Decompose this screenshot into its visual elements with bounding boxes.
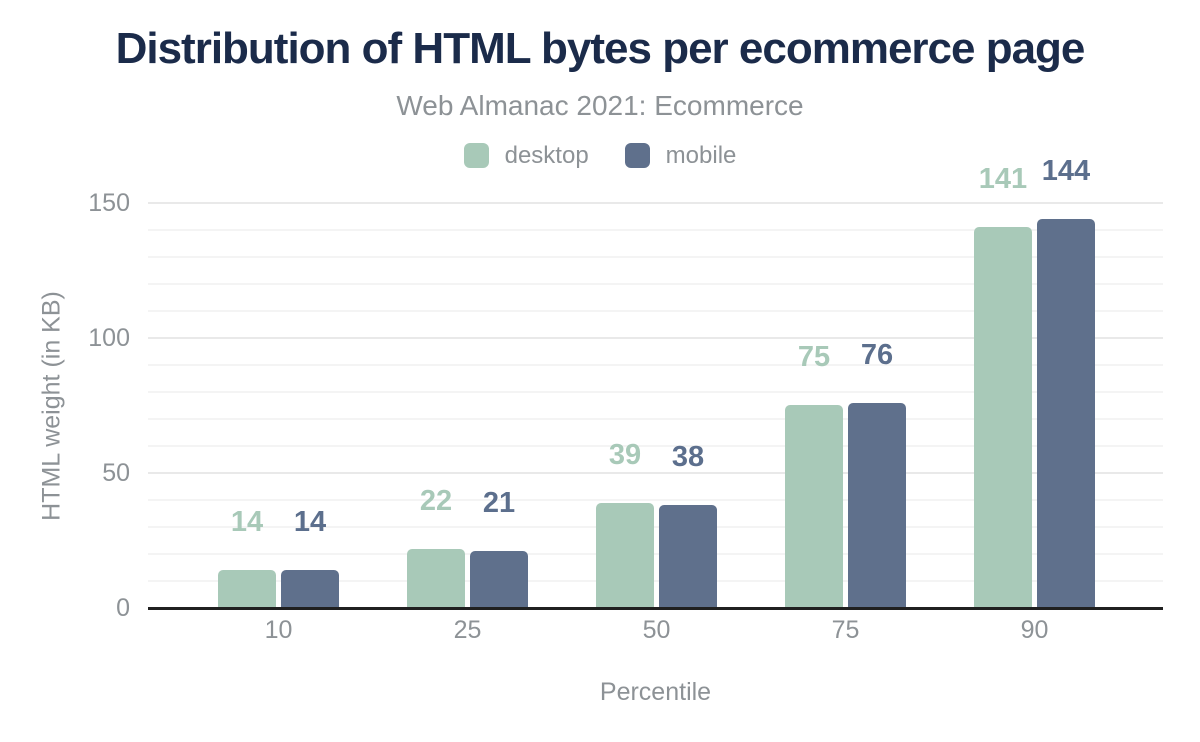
- legend-item-mobile[interactable]: mobile: [624, 142, 737, 169]
- gridline: [148, 580, 1163, 582]
- bar-label-desktop-p75: 75: [797, 341, 831, 373]
- gridline: [148, 445, 1163, 447]
- gridline: [148, 310, 1163, 312]
- gridline: [148, 391, 1163, 393]
- bar-group-p50: 39 38: [596, 203, 717, 608]
- gridline: [148, 418, 1163, 420]
- bar-desktop-p50: 39: [596, 440, 654, 608]
- x-tick-75: 75: [831, 616, 860, 644]
- chart-subtitle: Web Almanac 2021: Ecommerce: [396, 90, 804, 121]
- y-tick-100: 100: [88, 324, 130, 352]
- x-axis-title: Percentile: [599, 678, 712, 706]
- legend-label-desktop: desktop: [504, 142, 589, 169]
- x-axis-line: [148, 607, 1163, 610]
- bar-label-desktop-p50: 39: [608, 439, 642, 471]
- bar-desktop-p75: 75: [785, 342, 843, 608]
- bar-group-p25: 22 21: [407, 203, 528, 608]
- plot-area: 14 14 22 21 39 38 75: [148, 156, 1163, 608]
- gridline: [148, 526, 1163, 528]
- bar-group-p90: 141 144: [974, 156, 1095, 608]
- legend-item-desktop[interactable]: desktop: [463, 142, 589, 169]
- x-tick-50: 50: [642, 616, 671, 644]
- bar-desktop-p90: 141: [974, 164, 1032, 608]
- gridline: [148, 283, 1163, 285]
- x-tick-25: 25: [453, 616, 482, 644]
- y-axis-title: HTML weight (in KB): [37, 291, 66, 521]
- bar-label-mobile-p25: 21: [482, 487, 516, 519]
- legend: desktop mobile: [0, 143, 1200, 168]
- gridline-major-150: [148, 202, 1163, 204]
- bar-group-p75: 75 76: [785, 203, 906, 608]
- bar-label-mobile-p50: 38: [671, 441, 705, 473]
- x-tick-90: 90: [1020, 616, 1049, 644]
- bar-mobile-p90: 144: [1037, 156, 1095, 608]
- bar-label-desktop-p10: 14: [230, 506, 264, 538]
- desktop-swatch-icon: [463, 143, 489, 168]
- bar-group-p10: 14 14: [218, 203, 339, 608]
- chart-title: Distribution of HTML bytes per ecommerce…: [115, 24, 1086, 73]
- y-tick-50: 50: [102, 459, 130, 487]
- bar-desktop-p10: 14: [218, 507, 276, 608]
- bar-desktop-p25: 22: [407, 486, 465, 608]
- bar-mobile-p50: 38: [659, 442, 717, 608]
- gridline: [148, 256, 1163, 258]
- gridline: [148, 364, 1163, 366]
- gridline: [148, 499, 1163, 501]
- bar-label-mobile-p10: 14: [293, 506, 327, 538]
- bar-mobile-p75: 76: [848, 340, 906, 608]
- gridline-major-100: [148, 337, 1163, 339]
- bar-label-desktop-p90: 141: [978, 163, 1028, 195]
- bar-label-mobile-p75: 76: [860, 339, 894, 371]
- bar-label-mobile-p90: 144: [1041, 155, 1091, 187]
- legend-label-mobile: mobile: [665, 142, 737, 169]
- x-tick-10: 10: [264, 616, 293, 644]
- bar-label-desktop-p25: 22: [419, 485, 453, 517]
- gridline: [148, 229, 1163, 231]
- bar-mobile-p10: 14: [281, 507, 339, 608]
- y-tick-0: 0: [116, 594, 130, 622]
- gridline: [148, 553, 1163, 555]
- bar-mobile-p25: 21: [470, 488, 528, 608]
- gridline-major-50: [148, 472, 1163, 474]
- mobile-swatch-icon: [624, 143, 650, 168]
- y-tick-150: 150: [88, 189, 130, 217]
